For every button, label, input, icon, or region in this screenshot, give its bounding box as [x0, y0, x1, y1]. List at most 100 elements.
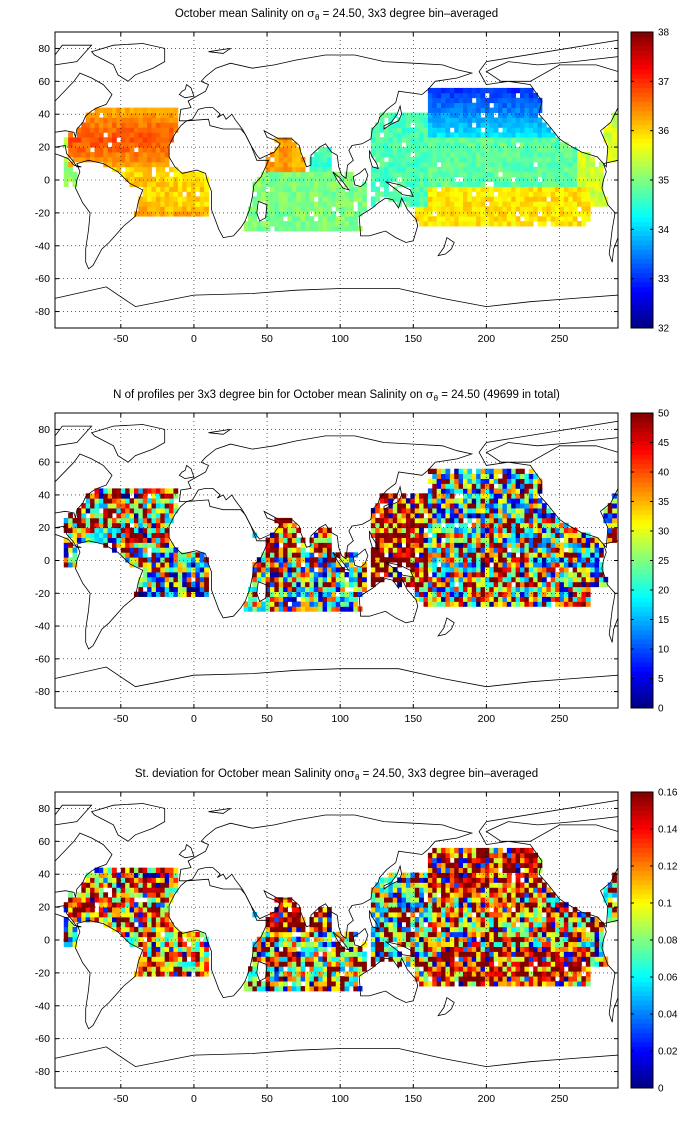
heatmap-cell [467, 498, 473, 504]
heatmap-cell [112, 503, 117, 509]
heatmap-cell [480, 498, 486, 504]
chart-panel-1: October mean Salinity on σθ = 24.50, 3x3… [35, 6, 670, 345]
heatmap-cell [467, 107, 473, 113]
heatmap-cell [177, 576, 183, 583]
heatmap-cell [296, 161, 302, 168]
heatmap-cell [305, 201, 310, 207]
heatmap-cell [326, 201, 332, 207]
heatmap-cell [81, 907, 87, 913]
heatmap-cell [476, 508, 481, 514]
heatmap-cell [498, 591, 503, 597]
colorbar-swatch [631, 482, 653, 488]
heatmap-cell [160, 591, 166, 597]
heatmap-cell [164, 488, 170, 494]
heatmap-cell [94, 488, 100, 494]
heatmap-cell [340, 601, 345, 607]
heatmap-cell [344, 951, 350, 957]
heatmap-cell [309, 581, 315, 588]
heatmap-cell [283, 527, 288, 534]
heatmap-cell [68, 522, 73, 529]
heatmap-cell [414, 117, 420, 123]
heatmap-cell [476, 216, 481, 222]
colorbar-swatch [631, 505, 653, 511]
heatmap-cell [265, 216, 271, 222]
heatmap-cell [340, 586, 345, 593]
heatmap-cell [432, 156, 438, 163]
heatmap-cell [590, 161, 596, 168]
heatmap-cell [318, 191, 324, 197]
heatmap-cell [458, 112, 464, 118]
heatmap-cell [160, 567, 166, 573]
heatmap-cell [103, 527, 109, 534]
heatmap-cell [432, 161, 438, 168]
heatmap-cell [524, 557, 530, 563]
heatmap-cell [133, 527, 139, 534]
heatmap-cell [585, 206, 591, 212]
heatmap-cell [489, 97, 495, 104]
heatmap-cell [63, 926, 69, 933]
heatmap-cell [300, 186, 306, 192]
heatmap-cell [335, 571, 341, 578]
heatmap-cell [458, 107, 464, 113]
heatmap-cell [112, 912, 117, 918]
heatmap-cell [90, 117, 95, 123]
heatmap-cell [480, 92, 486, 99]
heatmap-cell [248, 216, 253, 222]
heatmap-cell [449, 576, 455, 583]
heatmap-cell [98, 882, 104, 888]
heatmap-cell [274, 537, 280, 543]
heatmap-cell [445, 596, 451, 602]
heatmap-cell [462, 211, 468, 217]
heatmap-cell [169, 591, 174, 597]
y-tick-label: 80 [38, 424, 50, 436]
heatmap-cell [520, 532, 525, 538]
heatmap-cell [173, 181, 179, 187]
heatmap-cell [392, 547, 398, 553]
heatmap-cell [155, 902, 161, 908]
heatmap-cell [116, 152, 122, 158]
heatmap-cell [520, 161, 525, 168]
heatmap-cell [537, 508, 543, 514]
heatmap-cell [449, 137, 455, 143]
heatmap-cell [182, 571, 188, 578]
heatmap-cell [493, 581, 499, 588]
heatmap-cell [384, 547, 389, 553]
heatmap-cell [151, 156, 157, 163]
heatmap-cell [502, 201, 508, 207]
heatmap-cell [120, 142, 126, 148]
heatmap-cell [269, 941, 275, 947]
heatmap-cell [72, 931, 78, 938]
heatmap-cell [274, 956, 280, 962]
heatmap-cell [151, 152, 157, 158]
heatmap-cell [445, 547, 451, 553]
heatmap-cell [419, 181, 424, 187]
heatmap-cell [467, 152, 473, 158]
heatmap-cell [313, 976, 319, 982]
heatmap-cell [142, 951, 148, 957]
heatmap-cell [594, 176, 600, 183]
heatmap-cell [169, 112, 174, 118]
heatmap-cell [155, 132, 161, 138]
heatmap-cell [291, 981, 297, 987]
heatmap-cell [103, 117, 109, 123]
heatmap-cell [419, 122, 424, 128]
heatmap-cell [528, 512, 534, 519]
heatmap-cell [612, 503, 617, 509]
heatmap-cell [449, 512, 455, 519]
heatmap-cell [427, 216, 433, 222]
heatmap-cell [384, 532, 389, 538]
heatmap-cell [410, 127, 416, 133]
heatmap-cell [405, 201, 411, 207]
heatmap-cell [112, 517, 117, 524]
heatmap-cell [199, 567, 205, 573]
heatmap-cell [392, 571, 398, 578]
heatmap-cell [305, 567, 310, 573]
heatmap-cell [116, 161, 122, 168]
heatmap-cell [506, 137, 512, 143]
heatmap-cell [370, 527, 376, 534]
heatmap-cell [191, 206, 196, 212]
heatmap-cell [471, 473, 477, 479]
heatmap-cell [68, 142, 73, 148]
heatmap-cell [169, 176, 174, 183]
heatmap-cell [467, 161, 473, 168]
